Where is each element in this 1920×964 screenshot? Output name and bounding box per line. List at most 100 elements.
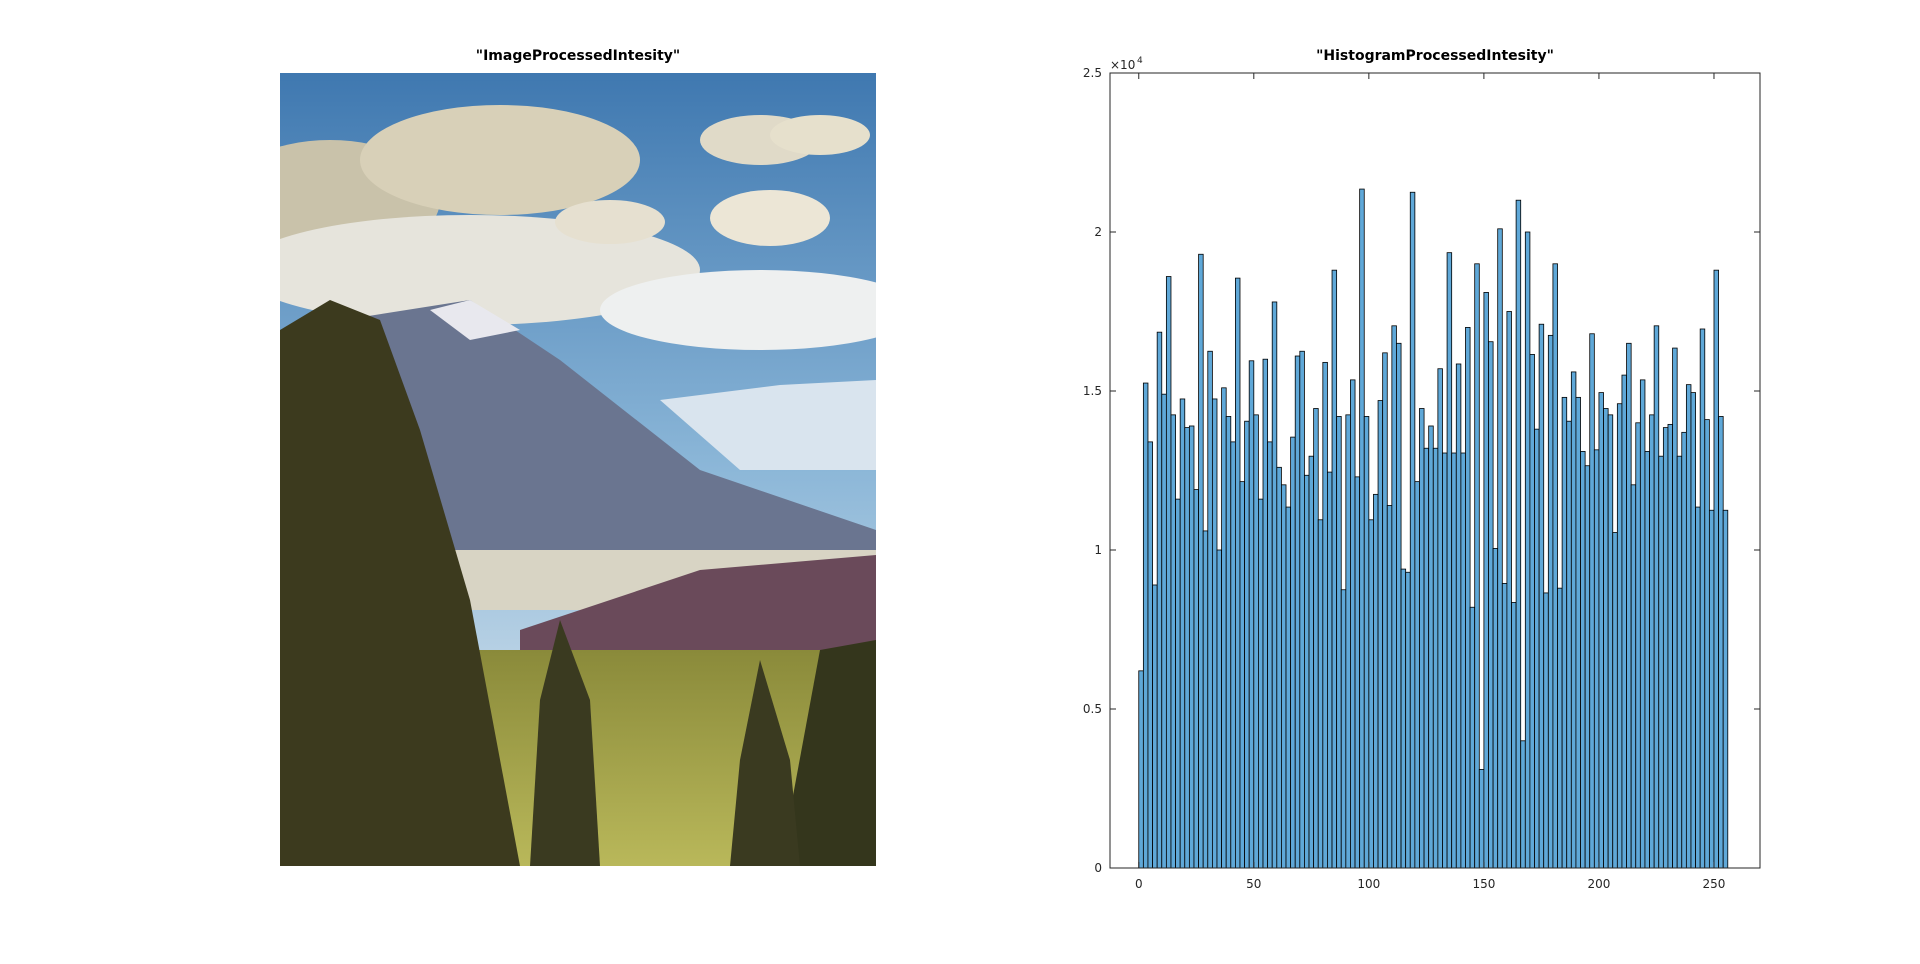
bar [1175,498,1181,869]
x-tick-label: 150 [1472,877,1495,891]
bar [1179,398,1186,869]
bar [1170,414,1176,869]
bar [1552,263,1558,869]
bar [1211,398,1218,869]
bar [1345,414,1351,869]
bar [1225,416,1232,869]
bar [1317,519,1324,869]
bar [1543,592,1549,869]
bar [1446,252,1453,869]
bar [1621,374,1627,869]
bar [1281,484,1287,869]
bar [1331,269,1338,869]
bar [1492,548,1499,869]
y-tick-label: 2.5 [1083,66,1102,80]
bar [1575,396,1581,869]
bar [1253,414,1259,869]
x-tick-label: 200 [1587,877,1610,891]
y-multiplier-exponent: 4 [1137,56,1143,66]
bar [1566,420,1572,869]
bar [1244,420,1250,869]
chart-title: "HistogramProcessedIntesity" [1316,48,1554,64]
y-multiplier-base: ×10 [1110,58,1135,72]
bar [1432,447,1439,869]
bar [1377,400,1384,869]
bar [1161,393,1167,869]
bar [1708,509,1715,869]
bar [1501,582,1508,869]
bar [1184,427,1190,869]
bar [1635,422,1641,869]
bar [1423,447,1430,869]
y-tick-label: 0 [1094,861,1102,875]
bar [1340,589,1347,869]
bar [1511,602,1517,869]
bar [1336,416,1342,869]
bar [1221,387,1227,869]
bar [1644,451,1650,869]
bar [1230,441,1236,869]
bar [1147,441,1153,869]
bar [1676,455,1683,869]
bar [1391,325,1397,869]
bar [1478,769,1485,869]
bar [1359,188,1365,869]
bar [1304,474,1310,869]
bar [1299,350,1305,869]
bar [1368,519,1374,869]
bar [1584,465,1591,869]
bar [1520,740,1526,869]
bar [1313,408,1319,869]
bar [1248,360,1255,869]
bar [1373,493,1379,869]
bar [1658,455,1664,869]
bar [1589,333,1595,869]
bar [1363,416,1370,869]
bar [1718,416,1724,869]
x-tick-label: 0 [1135,877,1143,891]
bar [1308,455,1315,869]
bar [1451,452,1457,869]
bar [1474,263,1480,869]
bar [1207,350,1213,869]
bar [1138,670,1144,869]
bar [1165,276,1172,869]
y-tick-label: 2 [1094,225,1102,239]
bar [1616,403,1623,869]
bar [1460,452,1466,869]
bar [1483,292,1489,869]
bar [1142,382,1149,869]
bar [1607,414,1614,869]
bar [1290,436,1296,869]
bar [1216,549,1222,869]
bar [1156,331,1163,869]
bar [1234,277,1241,869]
bar [1469,606,1476,869]
bar [1488,341,1494,869]
x-tick-label: 100 [1357,877,1380,891]
bar [1258,498,1264,869]
bar [1382,352,1388,869]
bar [1285,506,1292,869]
bar [1354,476,1361,869]
bar [1262,358,1269,869]
bar [1239,481,1246,869]
bar [1649,414,1655,869]
bar [1598,392,1604,869]
bar [1529,354,1535,869]
bar [1350,379,1356,869]
bar [1561,396,1568,869]
bar [1690,392,1696,869]
bar [1442,452,1448,869]
bar [1506,311,1512,869]
bar [1428,425,1434,869]
bar [1419,408,1425,869]
bar [1202,530,1209,869]
bar [1547,334,1554,869]
bar [1497,228,1503,869]
bar [1524,231,1531,869]
bar [1580,451,1586,869]
bar [1276,466,1282,869]
bar [1152,584,1158,869]
